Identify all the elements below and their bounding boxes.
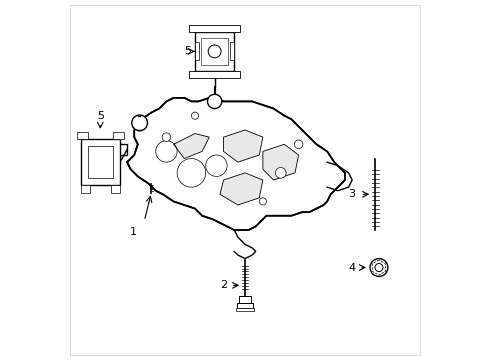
Bar bbox=[77, 132, 88, 139]
Bar bbox=[113, 132, 123, 139]
Circle shape bbox=[275, 167, 286, 178]
Bar bbox=[236, 307, 254, 311]
Text: 3: 3 bbox=[349, 189, 356, 199]
Bar bbox=[201, 38, 228, 65]
Bar bbox=[237, 302, 253, 307]
Polygon shape bbox=[173, 134, 209, 158]
Bar bbox=[189, 24, 241, 32]
Text: 4: 4 bbox=[348, 262, 356, 273]
Bar bbox=[195, 32, 234, 71]
Polygon shape bbox=[223, 130, 263, 162]
Bar bbox=[195, 42, 199, 60]
Bar bbox=[189, 71, 241, 78]
Polygon shape bbox=[117, 144, 127, 155]
Circle shape bbox=[192, 112, 198, 119]
Bar bbox=[111, 185, 120, 193]
Circle shape bbox=[294, 140, 303, 149]
Circle shape bbox=[370, 258, 388, 276]
Polygon shape bbox=[220, 173, 263, 205]
Circle shape bbox=[208, 45, 221, 58]
Text: 5: 5 bbox=[97, 111, 104, 121]
Circle shape bbox=[132, 115, 147, 131]
Polygon shape bbox=[127, 98, 345, 230]
Bar bbox=[88, 146, 113, 178]
Bar bbox=[81, 185, 90, 193]
Circle shape bbox=[207, 94, 222, 109]
Text: 5: 5 bbox=[184, 46, 191, 57]
Text: 2: 2 bbox=[220, 280, 227, 291]
Text: 1: 1 bbox=[130, 227, 137, 237]
Bar bbox=[230, 42, 234, 60]
Circle shape bbox=[375, 264, 383, 271]
Bar bbox=[239, 296, 251, 302]
Circle shape bbox=[162, 133, 171, 141]
Circle shape bbox=[259, 198, 267, 205]
Bar bbox=[81, 139, 120, 185]
Polygon shape bbox=[263, 144, 298, 180]
